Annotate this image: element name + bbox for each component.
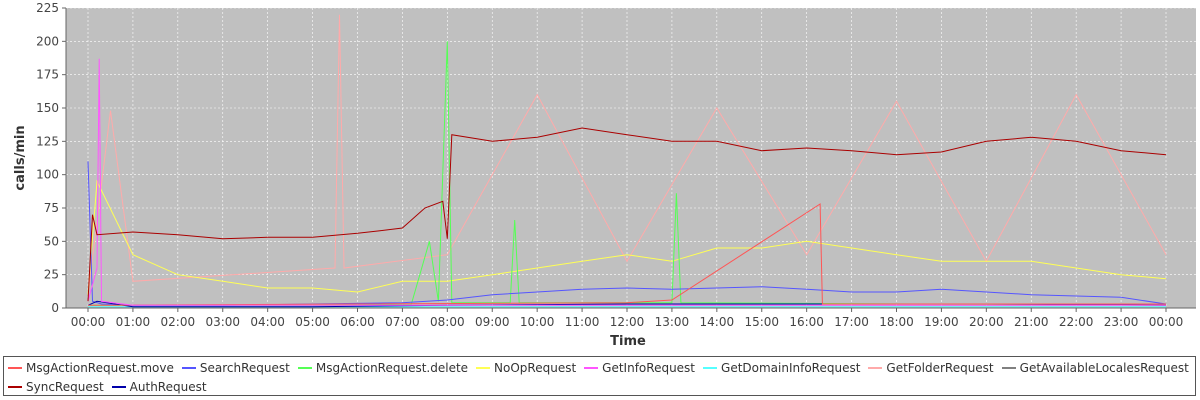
y-tick-label: 125	[36, 134, 59, 148]
series-line-msgactionrequest-move	[87, 203, 1166, 306]
y-tick-label: 50	[44, 234, 59, 248]
legend-item: GetAvailableLocalesRequest	[1001, 361, 1189, 375]
legend-item: SearchRequest	[181, 361, 290, 375]
x-tick-label: 21:00	[1014, 315, 1049, 329]
legend-item: MsgActionRequest.delete	[297, 361, 469, 375]
legend-label: SearchRequest	[199, 361, 290, 375]
axes: 0 25 50 75 100 125 150 175 200 225 00:00 01:00 02:00…	[36, 1, 1196, 329]
legend-label: MsgActionRequest.delete	[315, 361, 469, 375]
legend-label: NoOpRequest	[494, 361, 577, 375]
legend-label: GetDomainInfoRequest	[721, 361, 861, 375]
y-tick-label: 200	[36, 34, 59, 48]
y-tick-label: 150	[36, 101, 59, 115]
x-tick-label: 14:00	[700, 315, 735, 329]
x-axis-title: Time	[610, 334, 646, 349]
legend-label: MsgActionRequest.move	[26, 361, 174, 375]
x-tick-label: 16:00	[789, 315, 824, 329]
x-tick-label: 15:00	[744, 315, 779, 329]
y-tick-label: 175	[36, 68, 59, 82]
legend-swatch	[8, 386, 22, 388]
x-tick-label: 00:00	[1149, 315, 1184, 329]
y-tick-label: 0	[51, 301, 59, 315]
x-tick-label: 02:00	[161, 315, 196, 329]
x-tick-label: 07:00	[385, 315, 420, 329]
x-tick-label: 22:00	[1059, 315, 1094, 329]
legend-item: GetInfoRequest	[584, 361, 695, 375]
legend-swatch	[1001, 367, 1016, 369]
legend-item: NoOpRequest	[476, 361, 576, 375]
y-tick-label: 25	[44, 268, 59, 282]
legend-swatch	[868, 367, 883, 369]
x-tick-label: 05:00	[295, 315, 330, 329]
y-tick-label: 75	[44, 201, 59, 215]
x-tick-label: 08:00	[430, 315, 465, 329]
y-axis-title: calls/min	[13, 125, 28, 190]
legend-item: GetFolderRequest	[868, 361, 994, 375]
legend-row: MsgActionRequest.move SearchRequest MsgAct…	[8, 361, 1197, 375]
legend-swatch	[297, 367, 312, 369]
y-tick-label: 100	[36, 168, 59, 182]
x-tick-label: 19:00	[924, 315, 959, 329]
series-line-getinforequest	[87, 58, 1166, 306]
legend-label: AuthRequest	[129, 380, 207, 394]
legend-swatch	[181, 367, 196, 369]
legend-swatch	[476, 367, 491, 369]
legend-swatch	[584, 367, 599, 369]
legend-label: GetFolderRequest	[886, 361, 994, 375]
legend-swatch	[8, 367, 22, 369]
x-tick-label: 18:00	[879, 315, 914, 329]
legend-label: GetAvailableLocalesRequest	[1019, 361, 1189, 375]
legend-label: SyncRequest	[26, 380, 104, 394]
x-tick-label: 20:00	[969, 315, 1004, 329]
legend-item: AuthRequest	[111, 380, 207, 394]
legend-item: MsgActionRequest.move	[8, 361, 174, 375]
x-tick-label: 11:00	[565, 315, 600, 329]
x-tick-label: 13:00	[655, 315, 690, 329]
series-line-msgactionrequest-delete	[88, 41, 1167, 306]
x-tick-label: 23:00	[1104, 315, 1139, 329]
x-tick-label: 06:00	[340, 315, 375, 329]
x-tick-label: 10:00	[520, 315, 555, 329]
grid	[66, 7, 1196, 309]
series-line-getfolderrequest	[87, 14, 1167, 295]
legend-swatch	[111, 386, 126, 388]
chart: 0 25 50 75 100 125 150 175 200 225 00:00 01:00 02:00…	[13, 1, 1196, 349]
series-line-nooprequest	[87, 179, 1167, 295]
x-tick-label: 03:00	[205, 315, 240, 329]
x-tick-label: 00:00	[71, 315, 106, 329]
legend-item: GetDomainInfoRequest	[703, 361, 860, 375]
legend: MsgActionRequest.move SearchRequest MsgAct…	[3, 356, 1196, 396]
x-tick-label: 17:00	[834, 315, 869, 329]
legend-label: GetInfoRequest	[602, 361, 696, 375]
y-tick-label: 225	[36, 1, 59, 15]
series-line-syncrequest	[87, 127, 1167, 302]
plot-area	[66, 8, 1196, 308]
x-tick-label: 01:00	[116, 315, 151, 329]
legend-row: SyncRequest AuthRequest	[8, 380, 215, 394]
x-tick-label: 04:00	[250, 315, 285, 329]
x-tick-label: 09:00	[475, 315, 510, 329]
legend-item: SyncRequest	[8, 380, 104, 394]
legend-swatch	[703, 367, 718, 369]
x-tick-label: 12:00	[610, 315, 645, 329]
